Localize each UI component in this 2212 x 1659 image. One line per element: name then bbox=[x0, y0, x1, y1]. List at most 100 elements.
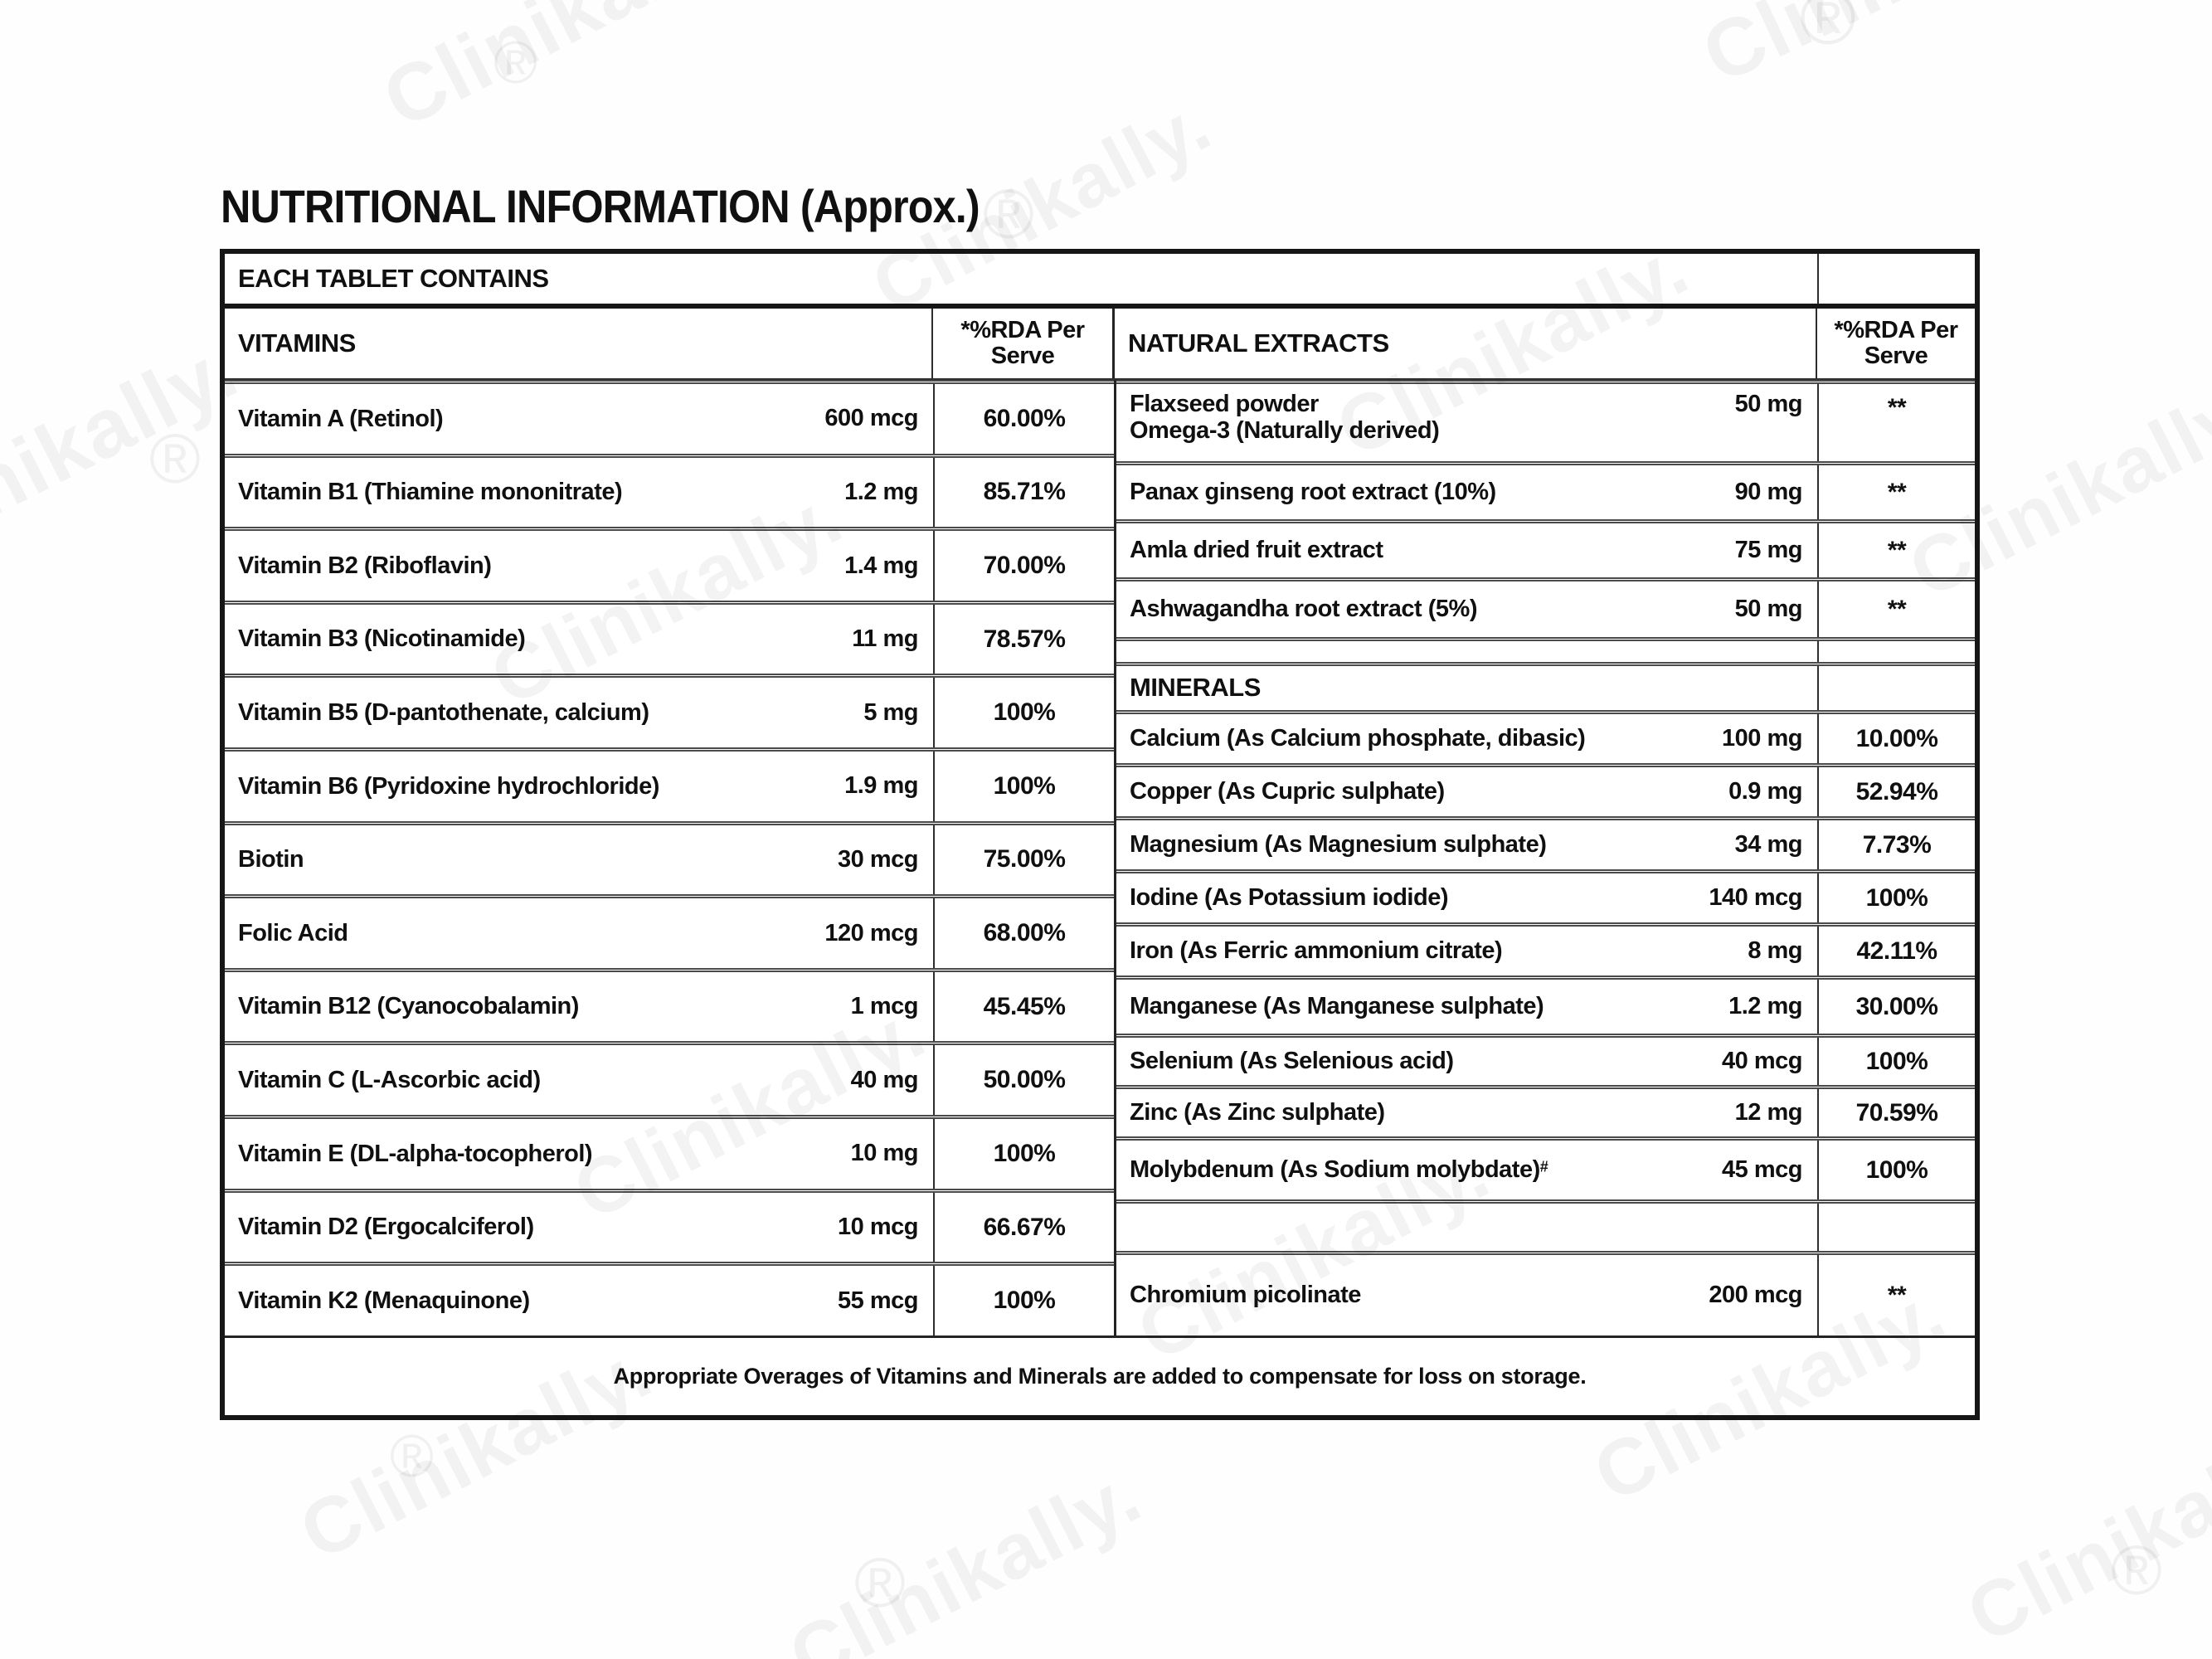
rda-value-cell: 30.00% bbox=[1817, 980, 1975, 1034]
ingredient-cell: Panax ginseng root extract (10%) 90 mg bbox=[1116, 465, 1817, 519]
spacer-row bbox=[1116, 1199, 1975, 1251]
table-row: Panax ginseng root extract (10%) 90 mg ** bbox=[1116, 461, 1975, 519]
rda-value-cell bbox=[1817, 1204, 1975, 1251]
amount-value: 100 mg bbox=[1722, 725, 1802, 752]
rda-value-cell: 100% bbox=[1817, 1038, 1975, 1085]
ingredient-cell: Magnesium (As Magnesium sulphate) 34 mg bbox=[1116, 820, 1817, 869]
ingredient-label: Panax ginseng root extract (10%) bbox=[1130, 479, 1496, 506]
table-row: Vitamin B1 (Thiamine mononitrate) 1.2 mg 8… bbox=[225, 453, 1114, 528]
ingredient-cell: Iodine (As Potassium iodide) 140 mcg bbox=[1116, 873, 1817, 922]
ingredient-label: Vitamin E (DL-alpha-tocopherol) bbox=[238, 1140, 593, 1167]
amount-value: 0.9 mg bbox=[1728, 778, 1802, 805]
ingredient-label: Selenium (As Selenious acid) bbox=[1130, 1048, 1454, 1075]
spacer-row bbox=[1116, 637, 1975, 662]
rda-value-cell: ** bbox=[1817, 384, 1975, 461]
ingredient-cell: Vitamin C (L-Ascorbic acid) 40 mg bbox=[225, 1045, 933, 1115]
ingredient-label: Calcium (As Calcium phosphate, dibasic) bbox=[1130, 725, 1586, 752]
rda-value-cell: 70.59% bbox=[1817, 1089, 1975, 1136]
rda-value-cell bbox=[1817, 641, 1975, 662]
rda-value: 70.00% bbox=[983, 552, 1066, 580]
rda-value: 7.73% bbox=[1862, 830, 1932, 859]
amount-value: 5 mg bbox=[863, 698, 918, 726]
rda-per-serve-header-right: *%RDA Per Serve bbox=[1816, 309, 1975, 378]
rda-value-cell: ** bbox=[1817, 1255, 1975, 1335]
table-row: Molybdenum (As Sodium molybdate)# 45 mcg 1… bbox=[1116, 1136, 1975, 1199]
rda-value-cell: 10.00% bbox=[1817, 714, 1975, 763]
rda-value-cell: 52.94% bbox=[1817, 767, 1975, 816]
amount-value: 10 mcg bbox=[838, 1214, 918, 1240]
ingredient-cell: Vitamin K2 (Menaquinone) 55 mcg bbox=[225, 1266, 933, 1335]
amount-value: 40 mcg bbox=[1722, 1048, 1802, 1074]
table-row: Vitamin C (L-Ascorbic acid) 40 mg 50.00% bbox=[225, 1041, 1114, 1116]
rda-value: 45.45% bbox=[983, 992, 1066, 1020]
ingredient-cell: Vitamin A (Retinol) 600 mcg bbox=[225, 384, 933, 454]
rda-value: 100% bbox=[993, 1139, 1056, 1167]
ingredient-label: Vitamin B1 (Thiamine mononitrate) bbox=[238, 479, 623, 506]
ingredient-cell: Zinc (As Zinc sulphate) 12 mg bbox=[1116, 1089, 1817, 1136]
ingredient-label: Vitamin D2 (Ergocalciferol) bbox=[238, 1214, 534, 1241]
rda-per-serve-header-left: *%RDA Per Serve bbox=[931, 309, 1112, 378]
amount-value: 120 mcg bbox=[824, 919, 918, 946]
amount-value: 50 mg bbox=[1734, 596, 1803, 622]
rda-value-cell: 66.67% bbox=[933, 1192, 1114, 1262]
ingredient-cell bbox=[1116, 641, 1817, 662]
rda-value: 70.59% bbox=[1855, 1098, 1938, 1126]
table-row: Folic Acid 120 mcg 68.00% bbox=[225, 894, 1114, 968]
column-header-row: VITAMINS *%RDA Per Serve NATURAL EXTRACT… bbox=[225, 309, 1975, 380]
table-row: Vitamin B2 (Riboflavin) 1.4 mg 70.00% bbox=[225, 527, 1114, 601]
amount-value: 1.4 mg bbox=[844, 552, 918, 579]
rda-value: 75.00% bbox=[983, 845, 1066, 873]
rda-value: ** bbox=[1887, 478, 1907, 506]
rda-value: 30.00% bbox=[1855, 992, 1938, 1020]
rda-value: 100% bbox=[1865, 1047, 1928, 1075]
amount-value: 50 mg bbox=[1734, 391, 1803, 417]
ingredient-label: Ashwagandha root extract (5%) bbox=[1130, 596, 1477, 623]
ingredient-label: Vitamin A (Retinol) bbox=[238, 405, 444, 432]
registered-mark-watermark: ® bbox=[493, 30, 538, 96]
ingredient-label: Manganese (As Manganese sulphate) bbox=[1130, 993, 1544, 1020]
rda-value-cell: 100% bbox=[1817, 1141, 1975, 1199]
ingredient-label: Vitamin B2 (Riboflavin) bbox=[238, 552, 492, 579]
table-row: Vitamin E (DL-alpha-tocopherol) 10 mg 100% bbox=[225, 1115, 1114, 1189]
rda-value: 85.71% bbox=[983, 478, 1066, 506]
clinikally-watermark: Clinikally. bbox=[368, 0, 760, 146]
nutrition-table: EACH TABLET CONTAINS VITAMINS *%RDA Per … bbox=[220, 249, 1980, 1420]
empty-corner-cell bbox=[1817, 254, 1975, 304]
rda-value-cell: 100% bbox=[1817, 873, 1975, 922]
ingredient-cell: Vitamin B1 (Thiamine mononitrate) 1.2 mg bbox=[225, 458, 933, 528]
table-row: Zinc (As Zinc sulphate) 12 mg 70.59% bbox=[1116, 1085, 1975, 1136]
ingredient-cell: Vitamin B12 (Cyanocobalamin) 1 mcg bbox=[225, 972, 933, 1042]
ingredient-label: Vitamin K2 (Menaquinone) bbox=[238, 1287, 530, 1314]
natural-extracts-column-header: NATURAL EXTRACTS bbox=[1112, 309, 1816, 378]
table-row: Selenium (As Selenious acid) 40 mcg 100% bbox=[1116, 1034, 1975, 1085]
ingredient-cell: Vitamin B3 (Nicotinamide) 11 mg bbox=[225, 605, 933, 674]
rda-value: 52.94% bbox=[1855, 777, 1938, 805]
table-subtitle: EACH TABLET CONTAINS bbox=[238, 264, 549, 293]
amount-value: 11 mg bbox=[852, 625, 918, 653]
ingredient-cell: MINERALS bbox=[1116, 666, 1817, 710]
rda-value: ** bbox=[1887, 394, 1907, 421]
rda-value-cell: 68.00% bbox=[933, 898, 1114, 968]
registered-mark-watermark: ® bbox=[1800, 0, 1856, 61]
ingredient-label: Iodine (As Potassium iodide) bbox=[1130, 884, 1449, 912]
table-row: Vitamin A (Retinol) 600 mcg 60.00% bbox=[225, 380, 1114, 454]
rda-value: 68.00% bbox=[983, 919, 1066, 947]
rda-value: 100% bbox=[1865, 883, 1928, 912]
ingredient-label: Amla dried fruit extract bbox=[1130, 537, 1383, 564]
amount-value: 45 mcg bbox=[1722, 1156, 1802, 1183]
amount-value: 1.2 mg bbox=[844, 478, 918, 505]
rda-value: 100% bbox=[993, 771, 1056, 800]
clinikally-watermark: Clinikally. bbox=[775, 1450, 1155, 1659]
ingredient-cell: Folic Acid 120 mcg bbox=[225, 898, 933, 968]
ingredient-label: Molybdenum (As Sodium molybdate) bbox=[1130, 1156, 1540, 1184]
amount-value: 55 mcg bbox=[838, 1287, 918, 1314]
ingredient-cell: Molybdenum (As Sodium molybdate)# 45 mcg bbox=[1116, 1141, 1817, 1199]
ingredient-label: Flaxseed powder bbox=[1130, 391, 1319, 417]
rda-value: ** bbox=[1887, 1281, 1907, 1309]
ingredient-cell: Vitamin B2 (Riboflavin) 1.4 mg bbox=[225, 531, 933, 601]
ingredient-label: Biotin bbox=[238, 846, 304, 873]
rda-value: 100% bbox=[993, 1287, 1056, 1315]
rda-value-cell: ** bbox=[1817, 465, 1975, 519]
table-body: Vitamin A (Retinol) 600 mcg 60.00% Vitamin … bbox=[225, 380, 1975, 1335]
